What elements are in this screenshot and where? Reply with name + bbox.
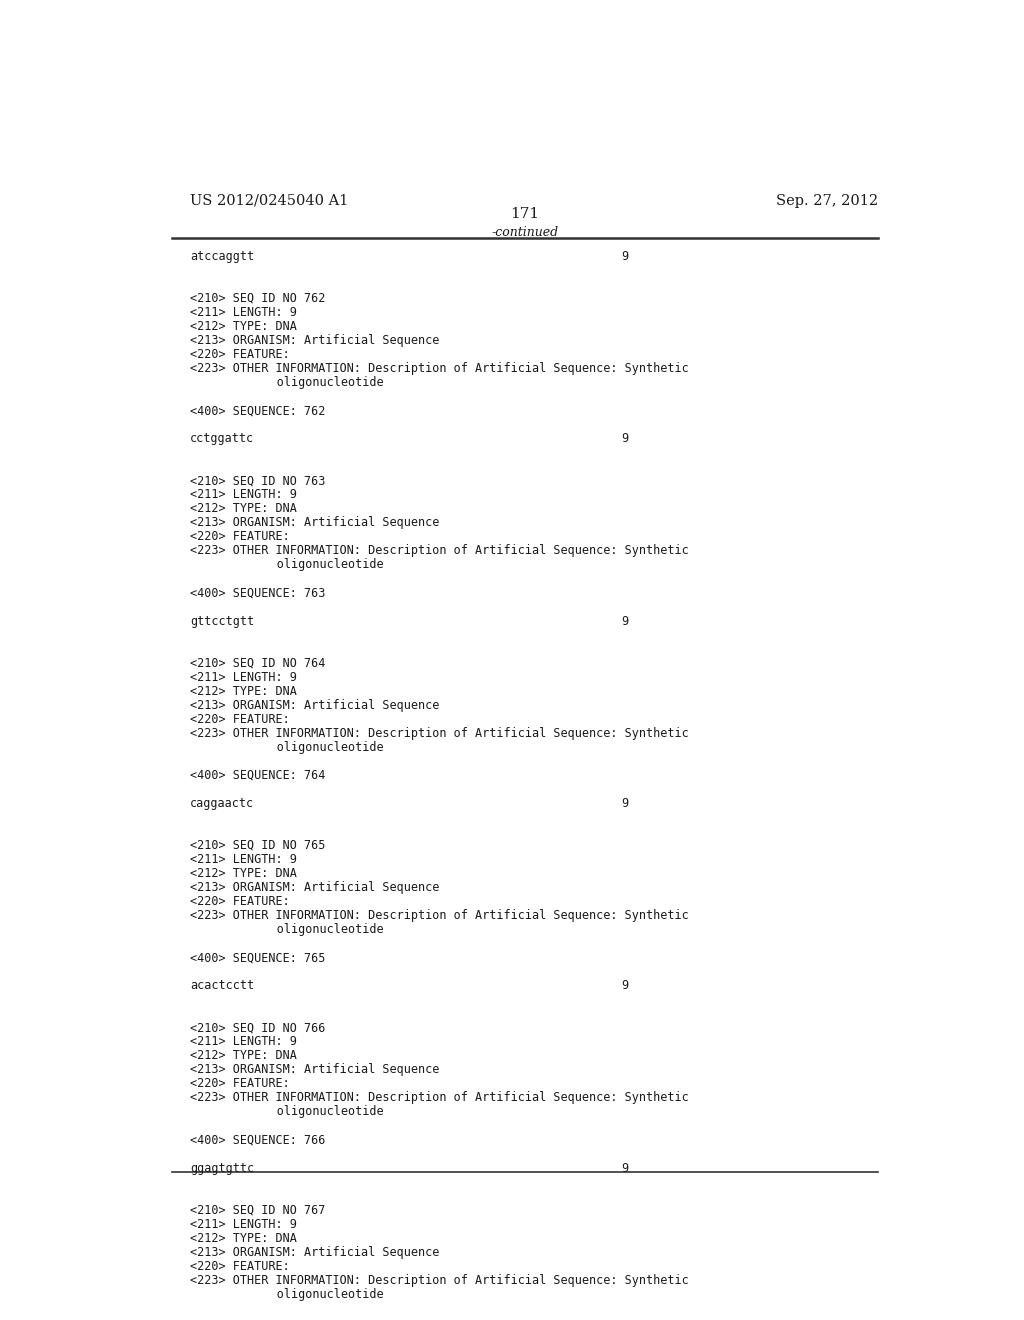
Text: <210> SEQ ID NO 762: <210> SEQ ID NO 762 [189, 292, 326, 305]
Text: 9: 9 [622, 797, 629, 810]
Text: <212> TYPE: DNA: <212> TYPE: DNA [189, 503, 297, 515]
Text: <220> FEATURE:: <220> FEATURE: [189, 895, 290, 908]
Text: US 2012/0245040 A1: US 2012/0245040 A1 [189, 194, 348, 209]
Text: oligonucleotide: oligonucleotide [233, 1288, 383, 1300]
Text: <210> SEQ ID NO 765: <210> SEQ ID NO 765 [189, 840, 326, 851]
Text: 9: 9 [622, 249, 629, 263]
Text: <220> FEATURE:: <220> FEATURE: [189, 348, 290, 362]
Text: -continued: -continued [492, 226, 558, 239]
Text: <212> TYPE: DNA: <212> TYPE: DNA [189, 867, 297, 880]
Text: <212> TYPE: DNA: <212> TYPE: DNA [189, 319, 297, 333]
Text: 9: 9 [622, 432, 629, 445]
Text: 9: 9 [622, 979, 629, 993]
Text: <211> LENGTH: 9: <211> LENGTH: 9 [189, 853, 297, 866]
Text: <213> ORGANISM: Artificial Sequence: <213> ORGANISM: Artificial Sequence [189, 880, 439, 894]
Text: 9: 9 [622, 1162, 629, 1175]
Text: oligonucleotide: oligonucleotide [233, 923, 383, 936]
Text: <220> FEATURE:: <220> FEATURE: [189, 713, 290, 726]
Text: <220> FEATURE:: <220> FEATURE: [189, 531, 290, 544]
Text: caggaactc: caggaactc [189, 797, 254, 810]
Text: <220> FEATURE:: <220> FEATURE: [189, 1259, 290, 1272]
Text: Sep. 27, 2012: Sep. 27, 2012 [776, 194, 878, 209]
Text: <211> LENGTH: 9: <211> LENGTH: 9 [189, 488, 297, 502]
Text: <210> SEQ ID NO 766: <210> SEQ ID NO 766 [189, 1022, 326, 1035]
Text: <211> LENGTH: 9: <211> LENGTH: 9 [189, 1217, 297, 1230]
Text: oligonucleotide: oligonucleotide [233, 558, 383, 572]
Text: atccaggtt: atccaggtt [189, 249, 254, 263]
Text: <400> SEQUENCE: 763: <400> SEQUENCE: 763 [189, 586, 326, 599]
Text: <213> ORGANISM: Artificial Sequence: <213> ORGANISM: Artificial Sequence [189, 334, 439, 347]
Text: <211> LENGTH: 9: <211> LENGTH: 9 [189, 671, 297, 684]
Text: <213> ORGANISM: Artificial Sequence: <213> ORGANISM: Artificial Sequence [189, 1064, 439, 1076]
Text: 171: 171 [510, 207, 540, 222]
Text: 9: 9 [622, 615, 629, 627]
Text: <210> SEQ ID NO 764: <210> SEQ ID NO 764 [189, 656, 326, 669]
Text: <400> SEQUENCE: 764: <400> SEQUENCE: 764 [189, 768, 326, 781]
Text: ggagtgttc: ggagtgttc [189, 1162, 254, 1175]
Text: <211> LENGTH: 9: <211> LENGTH: 9 [189, 1035, 297, 1048]
Text: <400> SEQUENCE: 765: <400> SEQUENCE: 765 [189, 952, 326, 964]
Text: <223> OTHER INFORMATION: Description of Artificial Sequence: Synthetic: <223> OTHER INFORMATION: Description of … [189, 909, 689, 923]
Text: oligonucleotide: oligonucleotide [233, 741, 383, 754]
Text: cctggattc: cctggattc [189, 432, 254, 445]
Text: <400> SEQUENCE: 766: <400> SEQUENCE: 766 [189, 1134, 326, 1147]
Text: <213> ORGANISM: Artificial Sequence: <213> ORGANISM: Artificial Sequence [189, 1246, 439, 1259]
Text: <212> TYPE: DNA: <212> TYPE: DNA [189, 1049, 297, 1063]
Text: <223> OTHER INFORMATION: Description of Artificial Sequence: Synthetic: <223> OTHER INFORMATION: Description of … [189, 544, 689, 557]
Text: <223> OTHER INFORMATION: Description of Artificial Sequence: Synthetic: <223> OTHER INFORMATION: Description of … [189, 727, 689, 739]
Text: <223> OTHER INFORMATION: Description of Artificial Sequence: Synthetic: <223> OTHER INFORMATION: Description of … [189, 1092, 689, 1105]
Text: <220> FEATURE:: <220> FEATURE: [189, 1077, 290, 1090]
Text: gttcctgtt: gttcctgtt [189, 615, 254, 627]
Text: <210> SEQ ID NO 763: <210> SEQ ID NO 763 [189, 474, 326, 487]
Text: <210> SEQ ID NO 767: <210> SEQ ID NO 767 [189, 1204, 326, 1217]
Text: <400> SEQUENCE: 762: <400> SEQUENCE: 762 [189, 404, 326, 417]
Text: <212> TYPE: DNA: <212> TYPE: DNA [189, 1232, 297, 1245]
Text: acactcctt: acactcctt [189, 979, 254, 993]
Text: <211> LENGTH: 9: <211> LENGTH: 9 [189, 306, 297, 319]
Text: <213> ORGANISM: Artificial Sequence: <213> ORGANISM: Artificial Sequence [189, 516, 439, 529]
Text: oligonucleotide: oligonucleotide [233, 376, 383, 389]
Text: <223> OTHER INFORMATION: Description of Artificial Sequence: Synthetic: <223> OTHER INFORMATION: Description of … [189, 362, 689, 375]
Text: <212> TYPE: DNA: <212> TYPE: DNA [189, 685, 297, 698]
Text: <223> OTHER INFORMATION: Description of Artificial Sequence: Synthetic: <223> OTHER INFORMATION: Description of … [189, 1274, 689, 1287]
Text: <213> ORGANISM: Artificial Sequence: <213> ORGANISM: Artificial Sequence [189, 698, 439, 711]
Text: oligonucleotide: oligonucleotide [233, 1105, 383, 1118]
